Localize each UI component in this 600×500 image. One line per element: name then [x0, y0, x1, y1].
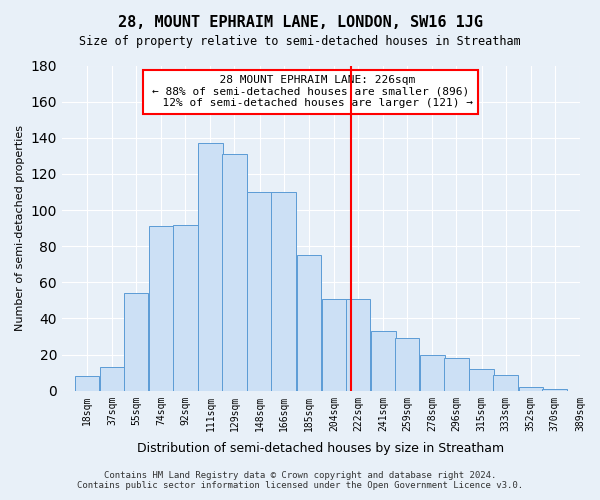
Y-axis label: Number of semi-detached properties: Number of semi-detached properties [15, 125, 25, 331]
Bar [542, 389, 567, 391]
Bar [100, 368, 124, 391]
Bar [247, 192, 272, 391]
Bar [493, 374, 518, 391]
Text: 28 MOUNT EPHRAIM LANE: 226sqm
← 88% of semi-detached houses are smaller (896)
  : 28 MOUNT EPHRAIM LANE: 226sqm ← 88% of s… [149, 76, 473, 108]
Bar [395, 338, 419, 391]
Bar [420, 354, 445, 391]
Bar [518, 387, 543, 391]
Bar [198, 143, 223, 391]
Bar [371, 331, 395, 391]
Bar [322, 298, 346, 391]
Bar [346, 298, 370, 391]
Bar [296, 255, 321, 391]
Bar [124, 293, 148, 391]
Bar [149, 226, 173, 391]
X-axis label: Distribution of semi-detached houses by size in Streatham: Distribution of semi-detached houses by … [137, 442, 505, 455]
Bar [74, 376, 99, 391]
Text: Size of property relative to semi-detached houses in Streatham: Size of property relative to semi-detach… [79, 35, 521, 48]
Text: 28, MOUNT EPHRAIM LANE, LONDON, SW16 1JG: 28, MOUNT EPHRAIM LANE, LONDON, SW16 1JG [118, 15, 482, 30]
Bar [222, 154, 247, 391]
Text: Contains HM Land Registry data © Crown copyright and database right 2024.
Contai: Contains HM Land Registry data © Crown c… [77, 470, 523, 490]
Bar [173, 224, 197, 391]
Bar [444, 358, 469, 391]
Bar [469, 369, 494, 391]
Bar [271, 192, 296, 391]
